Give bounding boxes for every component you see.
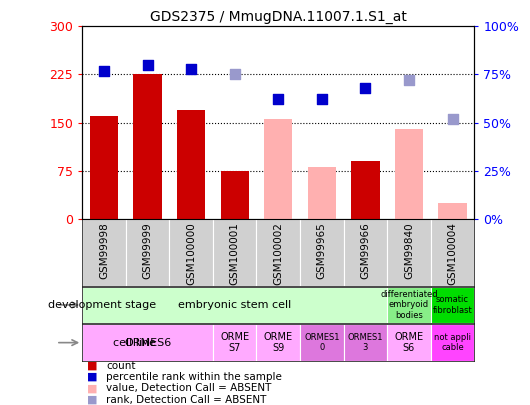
Text: ■: ■ bbox=[87, 361, 98, 371]
Text: ■: ■ bbox=[87, 395, 98, 405]
Text: not appli
cable: not appli cable bbox=[434, 333, 471, 352]
Text: ORME
S7: ORME S7 bbox=[220, 332, 249, 354]
Point bbox=[274, 96, 282, 102]
Bar bbox=[387, 219, 431, 286]
Bar bbox=[134, 75, 162, 219]
Text: count: count bbox=[106, 361, 136, 371]
Text: ■: ■ bbox=[87, 384, 98, 393]
Point bbox=[143, 62, 152, 68]
Bar bbox=[438, 202, 467, 219]
Text: development stage: development stage bbox=[48, 300, 156, 310]
Bar bbox=[90, 116, 118, 219]
Text: ORMES1
0: ORMES1 0 bbox=[304, 333, 340, 352]
Text: value, Detection Call = ABSENT: value, Detection Call = ABSENT bbox=[106, 384, 271, 393]
Bar bbox=[431, 324, 474, 361]
Text: GSM100004: GSM100004 bbox=[447, 222, 457, 285]
Bar bbox=[82, 324, 213, 361]
Bar bbox=[307, 167, 336, 219]
Bar bbox=[82, 219, 126, 286]
Text: ORME
S9: ORME S9 bbox=[264, 332, 293, 354]
Bar bbox=[343, 324, 387, 361]
Bar bbox=[82, 287, 387, 323]
Bar bbox=[343, 219, 387, 286]
Bar bbox=[169, 219, 213, 286]
Point bbox=[317, 96, 326, 102]
Bar bbox=[126, 219, 169, 286]
Text: percentile rank within the sample: percentile rank within the sample bbox=[106, 372, 282, 382]
Text: GSM100000: GSM100000 bbox=[186, 222, 196, 285]
Text: GSM99998: GSM99998 bbox=[99, 222, 109, 279]
Point bbox=[187, 65, 196, 72]
Bar bbox=[300, 324, 343, 361]
Title: GDS2375 / MmugDNA.11007.1.S1_at: GDS2375 / MmugDNA.11007.1.S1_at bbox=[150, 10, 407, 24]
Text: cell line: cell line bbox=[113, 338, 156, 347]
Text: GSM99966: GSM99966 bbox=[360, 222, 370, 279]
Bar bbox=[213, 324, 257, 361]
Point bbox=[448, 115, 457, 122]
Point bbox=[100, 67, 108, 74]
Text: somatic
fibroblast: somatic fibroblast bbox=[432, 295, 472, 315]
Point bbox=[405, 77, 413, 83]
Bar bbox=[300, 219, 343, 286]
Bar bbox=[257, 219, 300, 286]
Text: ORMES6: ORMES6 bbox=[124, 338, 171, 347]
Bar bbox=[351, 161, 379, 219]
Text: ORME
S6: ORME S6 bbox=[394, 332, 423, 354]
Bar bbox=[431, 287, 474, 323]
Text: differentiated
embryoid
bodies: differentiated embryoid bodies bbox=[380, 290, 438, 320]
Bar bbox=[257, 324, 300, 361]
Bar bbox=[395, 129, 423, 219]
Text: GSM100002: GSM100002 bbox=[273, 222, 283, 285]
Text: GSM100001: GSM100001 bbox=[229, 222, 240, 285]
Text: ORMES1
3: ORMES1 3 bbox=[348, 333, 383, 352]
Bar bbox=[431, 219, 474, 286]
Text: rank, Detection Call = ABSENT: rank, Detection Call = ABSENT bbox=[106, 395, 267, 405]
Bar bbox=[220, 171, 249, 219]
Text: GSM99840: GSM99840 bbox=[404, 222, 414, 279]
Bar bbox=[213, 219, 257, 286]
Point bbox=[231, 71, 239, 78]
Text: ■: ■ bbox=[87, 372, 98, 382]
Point bbox=[361, 85, 369, 91]
Bar bbox=[264, 119, 293, 219]
Text: GSM99999: GSM99999 bbox=[143, 222, 153, 279]
Text: GSM99965: GSM99965 bbox=[317, 222, 327, 279]
Bar bbox=[177, 110, 205, 219]
Bar bbox=[387, 324, 431, 361]
Text: embryonic stem cell: embryonic stem cell bbox=[178, 300, 292, 310]
Bar bbox=[387, 287, 431, 323]
